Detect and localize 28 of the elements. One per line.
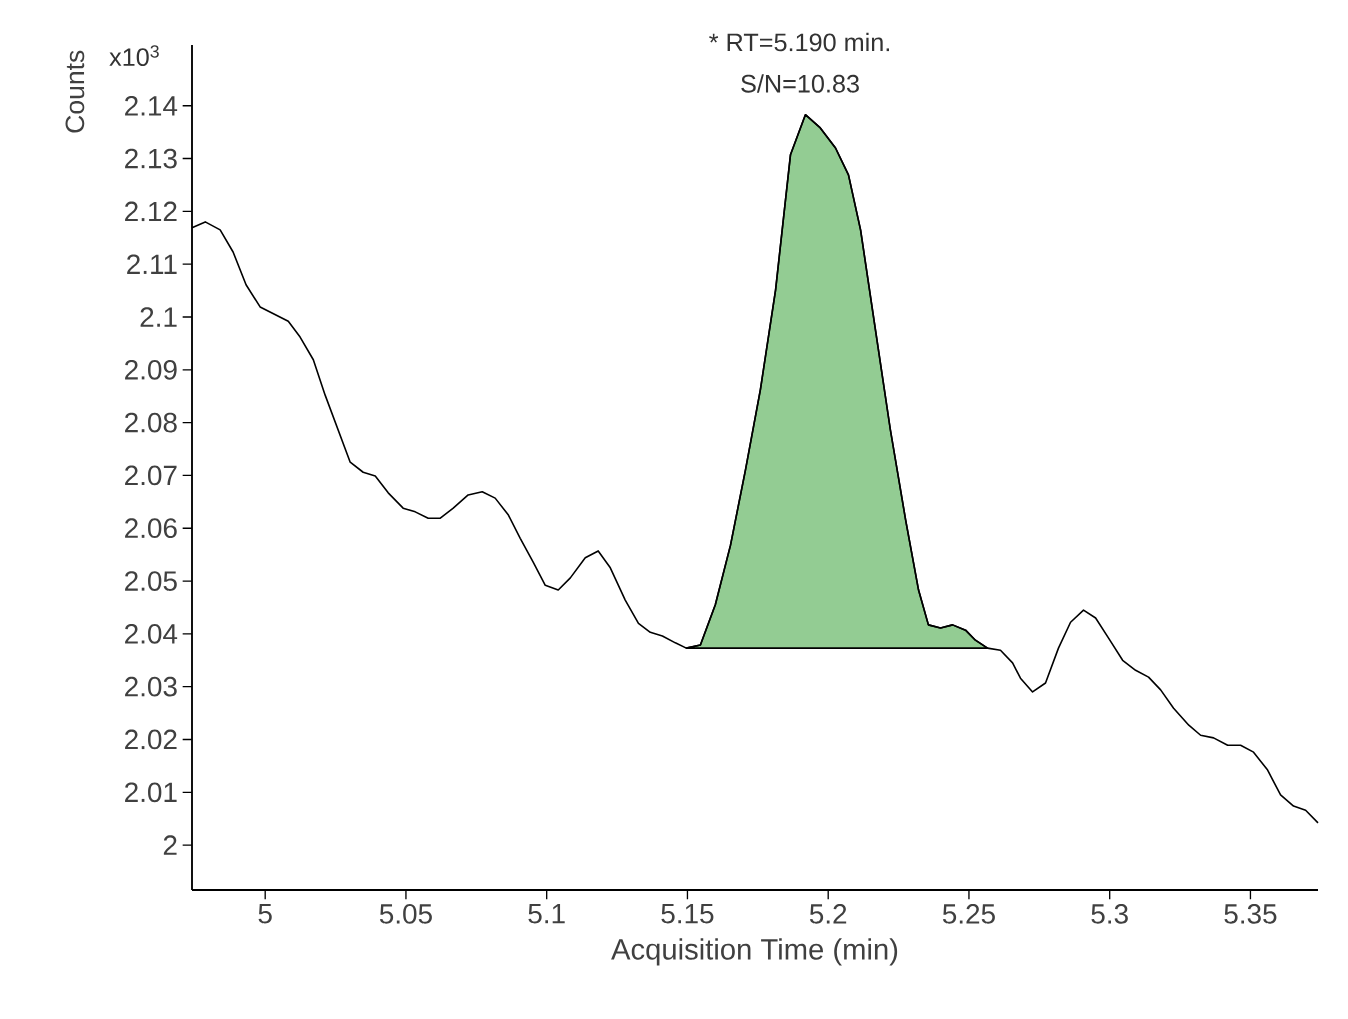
y-axis-title: Counts — [65, 50, 85, 133]
y-tick-label: 2.03 — [125, 676, 177, 697]
x-tick-label: 5.3 — [1091, 904, 1128, 924]
x-tick-label: 5.1 — [528, 904, 565, 924]
x-tick-label: 5.35 — [1224, 904, 1277, 924]
y-tick-label: 2.12 — [125, 201, 177, 222]
x-tick-label: 5.05 — [379, 904, 432, 924]
annotation: S/N=10.83 — [741, 74, 859, 93]
y-tick-label: 2.02 — [125, 729, 177, 750]
y-tick-label: 2.07 — [125, 465, 177, 486]
y-tick-label: 2.09 — [125, 359, 177, 380]
x-tick-label: 5 — [258, 904, 272, 924]
y-tick-label: 2.04 — [125, 623, 178, 644]
y-tick-label: 2.06 — [125, 518, 177, 539]
y-tick-label: 2 — [163, 835, 177, 855]
y-tick-label: 2.1 — [140, 307, 177, 327]
x-tick-label: 5.15 — [661, 904, 714, 924]
x-tick-label: 5.25 — [942, 904, 995, 924]
x-axis-title: Acquisition Time (min) — [611, 938, 898, 966]
y-tick-label: 2.11 — [127, 254, 177, 274]
text: x10$^{3}$ — [109, 45, 159, 67]
y-tick-label: 2.14 — [125, 95, 178, 116]
y-tick-label: 2.08 — [125, 412, 177, 433]
y-tick-label: 2.13 — [125, 148, 177, 169]
x-tick-label: 5.2 — [809, 904, 847, 924]
y-tick-label: 2.01 — [125, 782, 177, 803]
annotation: * RT=5.190 min. — [709, 32, 890, 52]
y-tick-label: 2.05 — [125, 571, 177, 591]
